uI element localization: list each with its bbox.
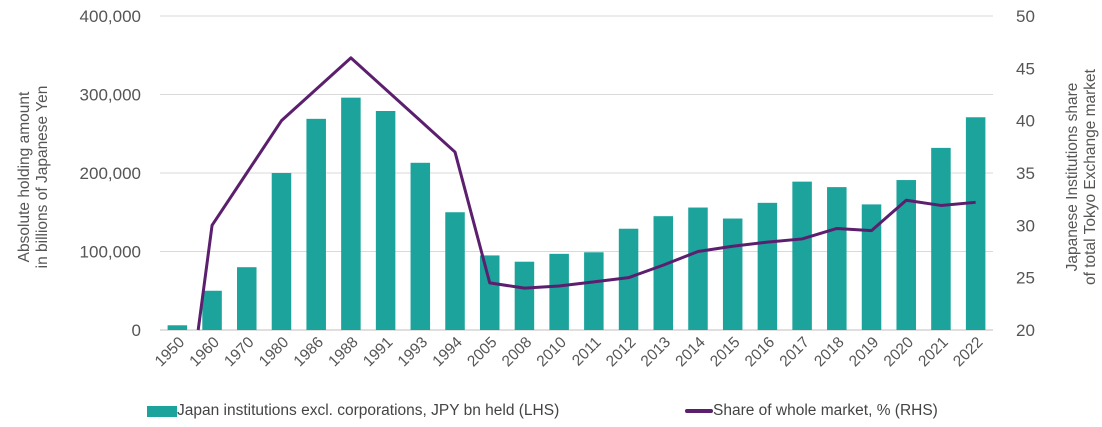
- left-tick-label: 100,000: [80, 243, 141, 262]
- bar-2011: [584, 252, 604, 330]
- legend-swatch-bar: [147, 405, 177, 417]
- bar-1991: [375, 110, 396, 330]
- x-tick-label: 2008: [499, 334, 535, 370]
- x-tick-label: 1994: [429, 334, 466, 371]
- x-tick-label: 2019: [846, 334, 882, 370]
- bar-1988: [341, 97, 361, 330]
- bar-series: [167, 97, 986, 331]
- bar-2019: [861, 204, 882, 330]
- x-tick-label: 2015: [707, 334, 743, 370]
- x-tick-label: 2013: [638, 334, 674, 370]
- bar-2015: [722, 218, 743, 330]
- right-tick-label: 30: [1016, 216, 1035, 235]
- bar-2020: [896, 180, 916, 330]
- bar-2014: [688, 207, 708, 330]
- x-tick-label: 2010: [534, 334, 571, 371]
- x-tick-label: 2011: [569, 334, 605, 370]
- legend: Japan institutions excl. corporations, J…: [0, 402, 1102, 424]
- bar-1994: [445, 212, 465, 330]
- bar-2017: [792, 181, 812, 330]
- bar-1950: [167, 325, 188, 330]
- left-axis-title-line2: in billions of Japanese Yen: [34, 86, 51, 269]
- x-tick-label: 2014: [672, 334, 709, 371]
- x-axis-ticks: 1950196019701980198619881991199319942005…: [152, 334, 987, 371]
- x-tick-label: 1980: [256, 334, 293, 371]
- bar-2021: [931, 147, 951, 330]
- right-tick-label: 50: [1016, 7, 1035, 26]
- x-tick-label: 2016: [742, 334, 778, 370]
- right-tick-label: 20: [1016, 321, 1035, 340]
- x-tick-label: 2018: [811, 334, 847, 370]
- legend-item-bars: Japan institutions excl. corporations, J…: [147, 402, 559, 420]
- x-tick-label: 2020: [881, 334, 918, 371]
- right-tick-label: 45: [1016, 59, 1035, 78]
- left-axis-ticks: 0 100,000 200,000 300,000 400,000: [80, 7, 141, 340]
- x-tick-label: 2012: [603, 334, 639, 370]
- left-tick-label: 200,000: [80, 164, 141, 183]
- left-tick-label: 400,000: [80, 7, 141, 26]
- x-tick-label: 1988: [325, 334, 361, 370]
- gridlines: [160, 15, 993, 331]
- legend-item-line: Share of whole market, % (RHS): [685, 402, 938, 420]
- right-axis-title-line1: Japanese Institutions share: [1064, 83, 1081, 272]
- bar-2022: [965, 117, 986, 330]
- chart: 0 100,000 200,000 300,000 400,000 20 25 30 35 40…: [16, 7, 1099, 371]
- legend-label-bars: Japan institutions excl. corporations, J…: [177, 402, 560, 419]
- share-line: [196, 56, 976, 331]
- x-tick-label: 2021: [915, 334, 951, 370]
- bar-1980: [271, 173, 292, 330]
- bar-2016: [757, 202, 778, 330]
- bar-2012: [618, 228, 639, 330]
- right-axis-ticks: 20 25 30 35 40 45 50: [1016, 7, 1035, 340]
- bar-2013: [653, 216, 674, 330]
- right-axis-title-line2: of total Tokyo Exchange market: [1082, 68, 1099, 285]
- right-tick-label: 35: [1016, 164, 1035, 183]
- x-tick-label: 1960: [186, 334, 223, 371]
- bar-1993: [410, 162, 431, 330]
- bar-1986: [306, 118, 326, 331]
- bar-2008: [514, 261, 535, 330]
- x-tick-label: 1950: [152, 334, 189, 371]
- x-tick-label: 1986: [291, 334, 327, 370]
- right-tick-label: 25: [1016, 269, 1035, 288]
- left-axis-title-line1: Absolute holding amount: [16, 91, 33, 262]
- bar-1970: [237, 267, 257, 330]
- line-series: [196, 56, 976, 331]
- left-tick-label: 0: [132, 321, 141, 340]
- x-tick-label: 1993: [395, 334, 431, 370]
- bar-2005: [479, 255, 500, 330]
- bar-1960: [202, 290, 222, 330]
- legend-swatch-line: [685, 409, 713, 413]
- left-tick-label: 300,000: [80, 86, 141, 105]
- bar-2010: [549, 253, 569, 330]
- right-tick-label: 40: [1016, 112, 1035, 131]
- x-tick-label: 1991: [360, 334, 396, 370]
- x-tick-label: 2005: [464, 334, 500, 370]
- x-tick-label: 2022: [950, 334, 986, 370]
- legend-label-line: Share of whole market, % (RHS): [713, 402, 938, 419]
- bar-2018: [827, 187, 847, 330]
- x-tick-label: 2017: [777, 334, 813, 370]
- x-tick-label: 1970: [221, 334, 258, 371]
